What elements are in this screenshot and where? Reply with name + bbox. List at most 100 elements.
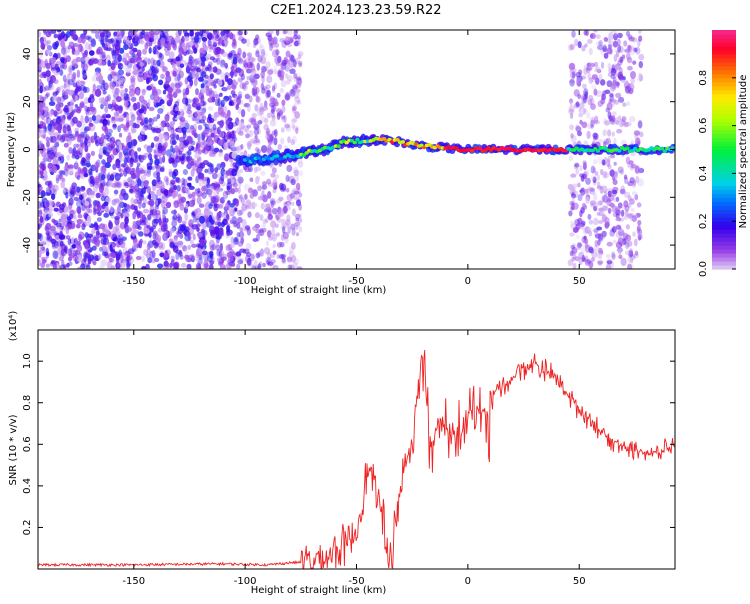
noise-speckle — [111, 242, 116, 249]
noise-speckle — [110, 214, 115, 219]
noise-speckle — [54, 234, 60, 240]
noise-speckle — [248, 139, 252, 146]
noise-speckle — [275, 61, 282, 67]
noise-speckle — [590, 119, 595, 127]
noise-speckle — [61, 58, 65, 64]
y-tick-label: -20 — [22, 189, 33, 205]
noise-speckle — [636, 224, 641, 232]
noise-speckle — [107, 180, 113, 188]
noise-speckle — [286, 214, 291, 222]
noise-speckle — [147, 99, 151, 108]
noise-speckle — [598, 252, 603, 260]
noise-speckle — [123, 35, 130, 43]
noise-speckle — [141, 134, 147, 142]
noise-speckle — [216, 248, 221, 257]
noise-speckle — [235, 251, 242, 257]
noise-speckle — [631, 183, 636, 188]
noise-speckle — [588, 230, 593, 237]
noise-speckle — [607, 207, 612, 214]
noise-speckle — [143, 99, 147, 105]
noise-speckle — [602, 90, 607, 96]
noise-speckle — [84, 241, 89, 250]
noise-speckle — [637, 39, 641, 47]
noise-speckle — [600, 215, 606, 223]
noise-speckle — [215, 234, 221, 244]
noise-speckle — [254, 147, 260, 152]
noise-speckle — [94, 161, 99, 169]
noise-speckle — [55, 222, 62, 228]
noise-speckle — [153, 136, 160, 142]
noise-speckle — [280, 137, 285, 145]
noise-speckle — [159, 167, 165, 172]
noise-speckle — [594, 67, 599, 73]
noise-speckle — [285, 219, 291, 227]
noise-speckle — [588, 227, 593, 234]
noise-speckle — [590, 103, 596, 111]
noise-speckle — [574, 162, 580, 168]
noise-speckle — [592, 193, 598, 201]
noise-speckle — [612, 81, 618, 87]
colorbar-segment — [712, 85, 736, 91]
noise-speckle — [134, 123, 140, 129]
noise-speckle — [285, 50, 291, 58]
noise-speckle — [57, 33, 64, 40]
noise-speckle — [86, 141, 91, 148]
noise-speckle — [276, 92, 281, 98]
noise-speckle — [609, 83, 617, 92]
noise-speckle — [161, 195, 168, 203]
noise-speckle — [253, 73, 260, 80]
noise-speckle — [221, 99, 228, 104]
noise-speckle — [84, 42, 91, 51]
noise-speckle — [273, 129, 278, 138]
noise-speckle — [623, 40, 628, 47]
noise-speckle — [256, 62, 261, 71]
noise-speckle — [231, 42, 236, 48]
noise-speckle — [234, 198, 240, 207]
noise-speckle — [190, 125, 195, 130]
noise-speckle — [56, 96, 61, 104]
noise-speckle — [588, 47, 593, 56]
noise-speckle — [155, 182, 161, 189]
noise-speckle — [581, 45, 586, 52]
noise-speckle — [180, 110, 185, 118]
noise-speckle — [163, 134, 168, 142]
noise-speckle — [249, 77, 256, 84]
noise-speckle — [118, 32, 123, 38]
noise-speckle — [592, 158, 598, 165]
noise-speckle — [191, 129, 196, 136]
colorbar-segment — [712, 61, 736, 67]
noise-speckle — [590, 98, 595, 106]
noise-speckle — [146, 243, 151, 250]
noise-speckle — [59, 203, 65, 211]
noise-speckle — [198, 119, 206, 124]
noise-speckle — [280, 253, 287, 259]
noise-speckle — [59, 69, 64, 76]
noise-speckle — [46, 140, 50, 148]
noise-speckle — [630, 208, 635, 213]
noise-speckle — [216, 203, 221, 209]
noise-speckle — [144, 180, 149, 188]
noise-speckle — [162, 66, 168, 72]
noise-speckle — [194, 105, 202, 110]
noise-speckle — [210, 82, 215, 87]
noise-speckle — [159, 252, 165, 258]
noise-speckle — [126, 120, 130, 127]
noise-speckle — [577, 40, 582, 49]
noise-speckle — [100, 138, 106, 147]
noise-speckle — [104, 30, 108, 35]
colorbar-segment — [712, 105, 736, 111]
colorbar-segment — [712, 101, 736, 107]
noise-speckle — [199, 239, 206, 247]
noise-speckle — [624, 85, 631, 94]
colorbar-segment — [712, 145, 736, 151]
noise-speckle — [600, 97, 606, 105]
noise-speckle — [194, 31, 201, 37]
noise-speckle — [627, 44, 631, 50]
colorbar: 0.00.20.40.60.8 Normalized spectral ampli… — [698, 30, 749, 277]
y-tick-label: -40 — [22, 237, 33, 253]
noise-speckle — [568, 210, 573, 217]
noise-speckle — [213, 78, 219, 84]
noise-speckle — [154, 154, 158, 160]
noise-speckle — [612, 239, 617, 244]
noise-speckle — [45, 199, 50, 208]
